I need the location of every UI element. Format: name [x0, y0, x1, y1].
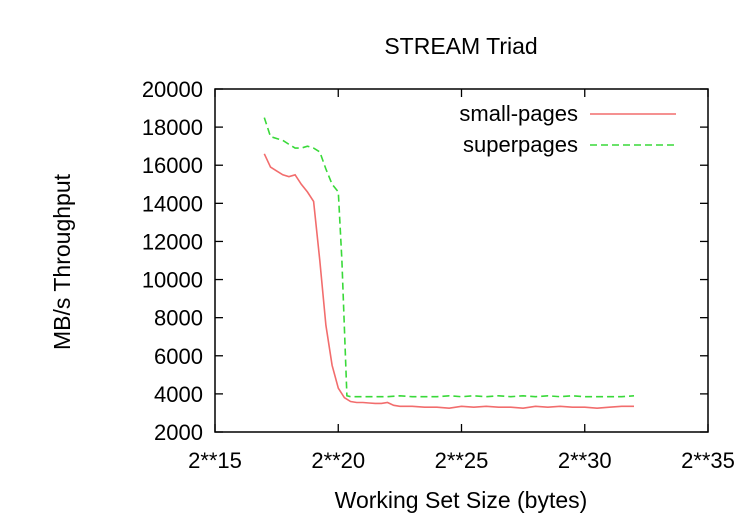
series-line-small-pages [263, 153, 634, 410]
y-tick-label: 8000 [154, 306, 203, 331]
x-tick-label: 2**35 [681, 448, 735, 473]
x-tick-label: 2**25 [435, 448, 489, 473]
y-tick-label: 18000 [142, 115, 203, 140]
y-tick-label: 6000 [154, 344, 203, 369]
legend: small-pages superpages [459, 101, 676, 157]
y-tick-label: 12000 [142, 229, 203, 254]
y-tick-label: 14000 [142, 191, 203, 216]
legend-label-small-pages: small-pages [459, 101, 578, 126]
y-tick-label: 2000 [154, 420, 203, 445]
y-tick-label: 16000 [142, 153, 203, 178]
x-tick-label: 2**15 [188, 448, 242, 473]
x-tick-label: 2**20 [311, 448, 365, 473]
chart-title: STREAM Triad [384, 33, 537, 59]
y-tick-label: 10000 [142, 268, 203, 293]
series-lines [263, 117, 635, 410]
y-axis-ticks: 2000 4000 6000 8000 10000 12000 14000 16000 1800… [142, 77, 708, 445]
plot-frame [214, 88, 709, 433]
x-tick-label: 2**30 [558, 448, 612, 473]
y-tick-label: 20000 [142, 77, 203, 102]
x-axis-label: Working Set Size (bytes) [335, 487, 588, 513]
series-line-superpages [263, 117, 635, 398]
x-axis-ticks: 2**15 2**20 2**25 2**30 2**35 [188, 89, 735, 473]
y-axis-label: MB/s Throughput [49, 173, 75, 350]
legend-label-superpages: superpages [463, 132, 578, 157]
y-tick-label: 4000 [154, 382, 203, 407]
